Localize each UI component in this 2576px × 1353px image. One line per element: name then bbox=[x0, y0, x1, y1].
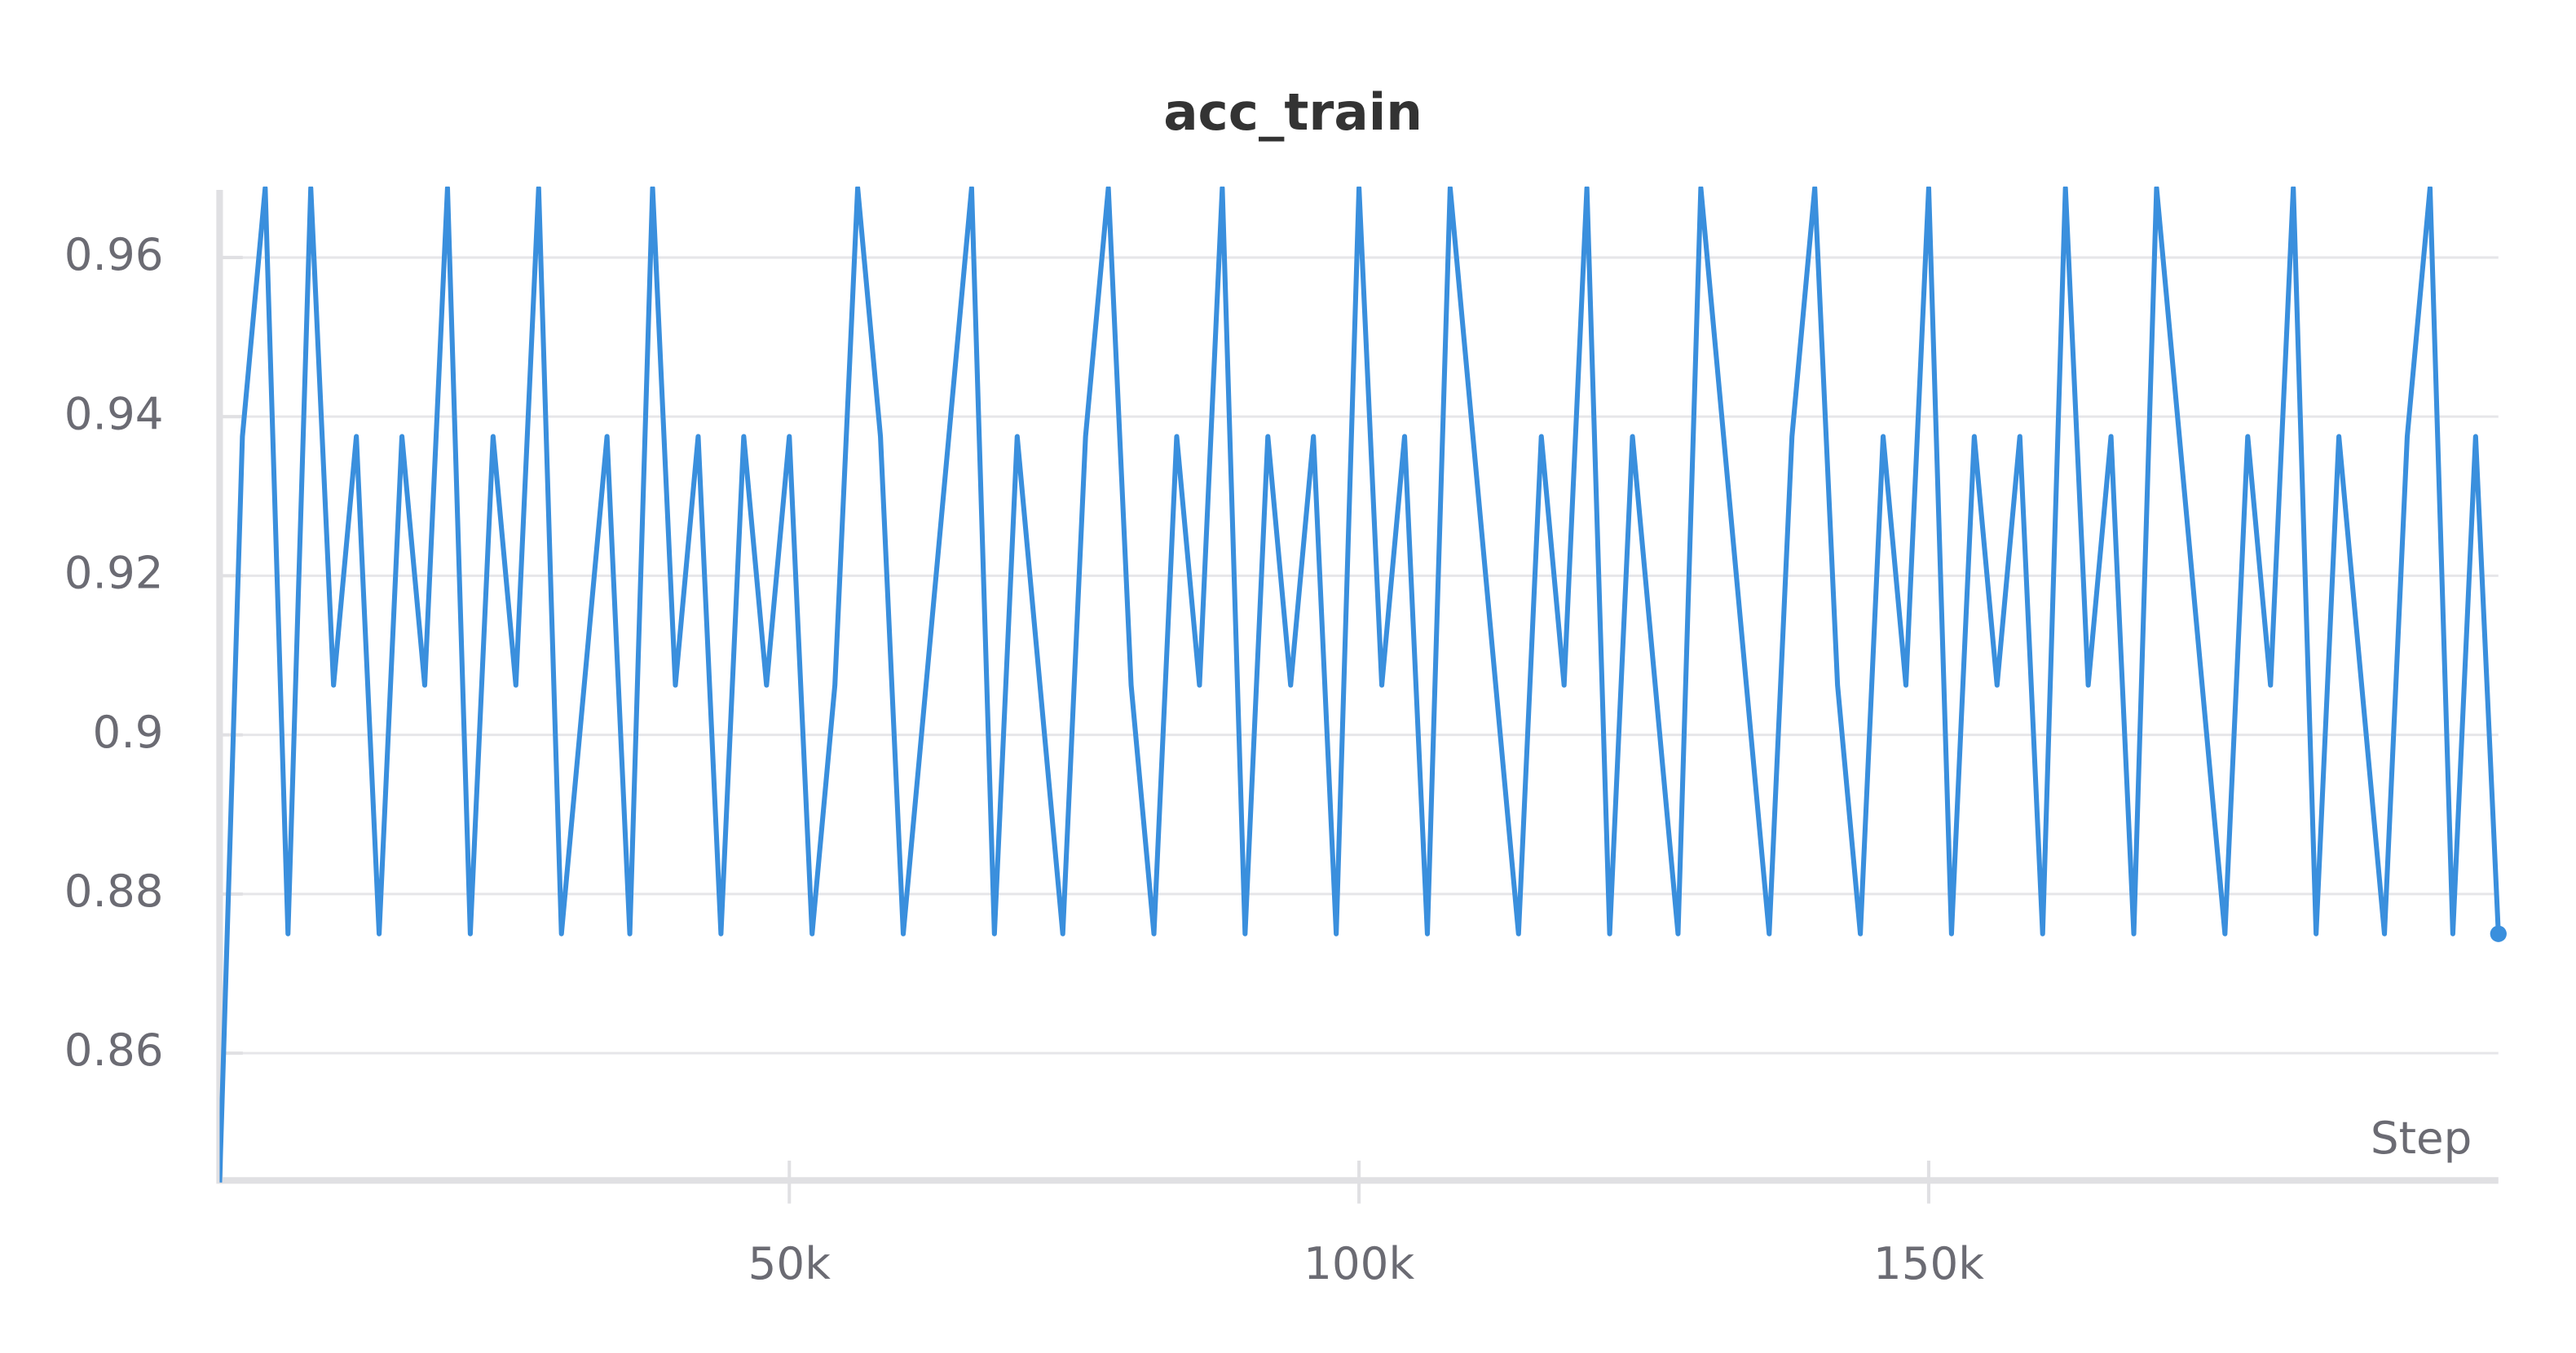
line bbox=[219, 186, 2501, 1183]
y-tick-label: 0.9 bbox=[93, 706, 164, 758]
last-point bbox=[2490, 925, 2507, 942]
chart-title: acc_train bbox=[1163, 82, 1423, 142]
x-axis-label: Step bbox=[2371, 1112, 2472, 1164]
y-tick-label: 0.92 bbox=[64, 547, 164, 599]
x-tick-label: 50k bbox=[748, 1237, 831, 1289]
x-tick-label: 150k bbox=[1873, 1237, 1984, 1289]
x-tick-label: 100k bbox=[1303, 1237, 1414, 1289]
y-tick-label: 0.86 bbox=[64, 1024, 164, 1076]
y-tick-label: 0.88 bbox=[64, 865, 164, 917]
y-tick-label: 0.96 bbox=[64, 228, 164, 280]
y-tick-label: 0.94 bbox=[64, 387, 164, 439]
